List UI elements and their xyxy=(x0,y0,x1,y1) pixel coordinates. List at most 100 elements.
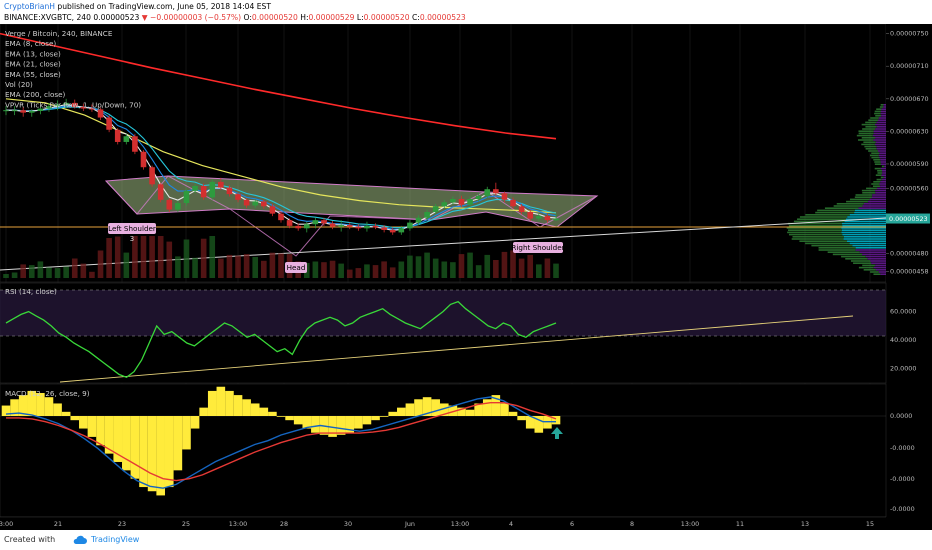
candle-body xyxy=(227,188,233,195)
vp-down-row xyxy=(881,174,886,176)
time-tick-label: 13:00 xyxy=(451,520,469,528)
vp-down-row xyxy=(880,159,886,161)
vp-down-row xyxy=(847,216,886,218)
published-text: published on TradingView.com, June 05, 2… xyxy=(57,2,271,11)
candle-body xyxy=(527,212,533,219)
time-tick-label: 23 xyxy=(118,520,126,528)
macd-label: MACD (12, 26, close, 9) xyxy=(5,389,90,398)
candle-body xyxy=(424,212,430,218)
volume-bar xyxy=(356,268,362,278)
time-tick-label: 8 xyxy=(630,520,634,528)
candle-body xyxy=(364,226,370,228)
chart-area[interactable]: Left Shoulder 3 Head Right Shoulder Verg… xyxy=(0,24,932,530)
rsi-pane[interactable]: RSI (14, close) 60.0000 40.0000 20.0000 xyxy=(0,283,916,383)
macd-histogram-bar xyxy=(277,416,286,417)
candle-body xyxy=(416,218,422,223)
vp-down-row xyxy=(880,181,886,183)
vp-down-row xyxy=(884,104,886,106)
vp-up-row xyxy=(876,174,882,176)
volume-bar xyxy=(433,259,439,278)
time-tick-label: 15 xyxy=(866,520,874,528)
volume-bar xyxy=(381,261,387,278)
volume-bar xyxy=(527,255,533,278)
macd-histogram-bar xyxy=(509,412,518,416)
vp-up-row xyxy=(866,188,877,190)
last-price-label: 0.00000523 xyxy=(889,215,928,223)
volume-bar xyxy=(244,254,250,278)
head-label: Head xyxy=(287,263,306,272)
macd-histogram-bar xyxy=(406,403,415,416)
price-tick-label: 0.00000630 xyxy=(890,127,929,135)
macd-histogram-bar xyxy=(397,408,406,416)
candle-body xyxy=(3,110,9,111)
volume-bar xyxy=(184,240,190,279)
vp-up-row xyxy=(862,190,875,192)
macd-histogram-bar xyxy=(208,391,217,416)
vp-down-row xyxy=(874,133,886,135)
low-value: 0.00000520 xyxy=(364,13,410,22)
legend-item: EMA (55, close) xyxy=(5,70,61,79)
vp-down-row xyxy=(881,161,886,163)
macd-histogram-bar xyxy=(182,416,191,449)
vp-down-row xyxy=(882,170,886,172)
vp-down-row xyxy=(876,146,886,148)
candle-body xyxy=(502,193,508,200)
vp-up-row xyxy=(868,119,878,121)
vp-up-row xyxy=(881,177,884,179)
vp-down-row xyxy=(879,183,886,185)
macd-histogram-bar xyxy=(113,416,122,462)
macd-pane[interactable]: MACD (12, 26, close, 9) 0.0000 -0.0000 -0.… xyxy=(0,384,915,517)
vp-down-row xyxy=(879,152,886,154)
candle-body xyxy=(467,199,473,205)
vp-down-row xyxy=(877,122,886,124)
vp-down-row xyxy=(874,267,886,269)
volume-bar xyxy=(81,264,87,278)
macd-histogram-bar xyxy=(79,416,88,429)
vp-down-row xyxy=(873,135,886,137)
chart-header: CryptoBrianH published on TradingView.co… xyxy=(0,0,932,24)
volume-bar xyxy=(545,259,551,279)
vp-up-row xyxy=(828,251,860,253)
macd-histogram-bar xyxy=(285,416,294,420)
volume-bar xyxy=(347,270,353,278)
candle-body xyxy=(356,227,362,229)
vp-down-row xyxy=(870,260,886,262)
vp-down-row xyxy=(856,247,886,249)
candle-body xyxy=(166,200,172,210)
vp-down-row xyxy=(850,243,886,245)
vp-down-row xyxy=(879,271,886,273)
macd-histogram-bar xyxy=(70,416,79,420)
open-value: 0.00000520 xyxy=(252,13,298,22)
tradingview-link[interactable]: TradingView xyxy=(91,535,139,544)
author-link[interactable]: CryptoBrianH xyxy=(4,2,55,11)
candle-body xyxy=(132,136,138,151)
vp-down-row xyxy=(847,240,886,242)
time-axis[interactable]: 3:00 21 23 25 13:00 28 30 Jun 13:00 4 6 8 13:00 11 13 1… xyxy=(0,517,932,530)
tradingview-cloud-icon xyxy=(72,534,88,546)
rsi-tick-label: 20.0000 xyxy=(890,365,916,373)
vp-up-row xyxy=(799,240,847,242)
volume-bar xyxy=(149,236,155,278)
volume-bar xyxy=(424,253,430,278)
time-tick-label: 25 xyxy=(182,520,190,528)
vp-up-row xyxy=(882,166,884,168)
vp-up-row xyxy=(862,265,875,267)
vp-down-row xyxy=(879,157,886,159)
volume-bar xyxy=(313,262,319,279)
vp-down-row xyxy=(873,139,886,141)
vp-up-row xyxy=(871,183,879,185)
macd-histogram-bar xyxy=(139,416,148,487)
vp-down-row xyxy=(882,172,886,174)
volume-bar xyxy=(201,239,207,278)
vp-up-row xyxy=(880,106,883,108)
vp-down-row xyxy=(866,256,886,258)
macd-histogram-bar xyxy=(225,391,234,416)
vp-up-row xyxy=(864,146,876,148)
vp-down-row xyxy=(880,273,886,275)
price-tick-label: 0.00000590 xyxy=(890,160,929,168)
volume-bar xyxy=(63,267,69,278)
macd-histogram-bar xyxy=(371,416,380,420)
volume-bar xyxy=(55,268,61,278)
volume-bar xyxy=(407,256,413,278)
time-tick-label: 6 xyxy=(570,520,574,528)
